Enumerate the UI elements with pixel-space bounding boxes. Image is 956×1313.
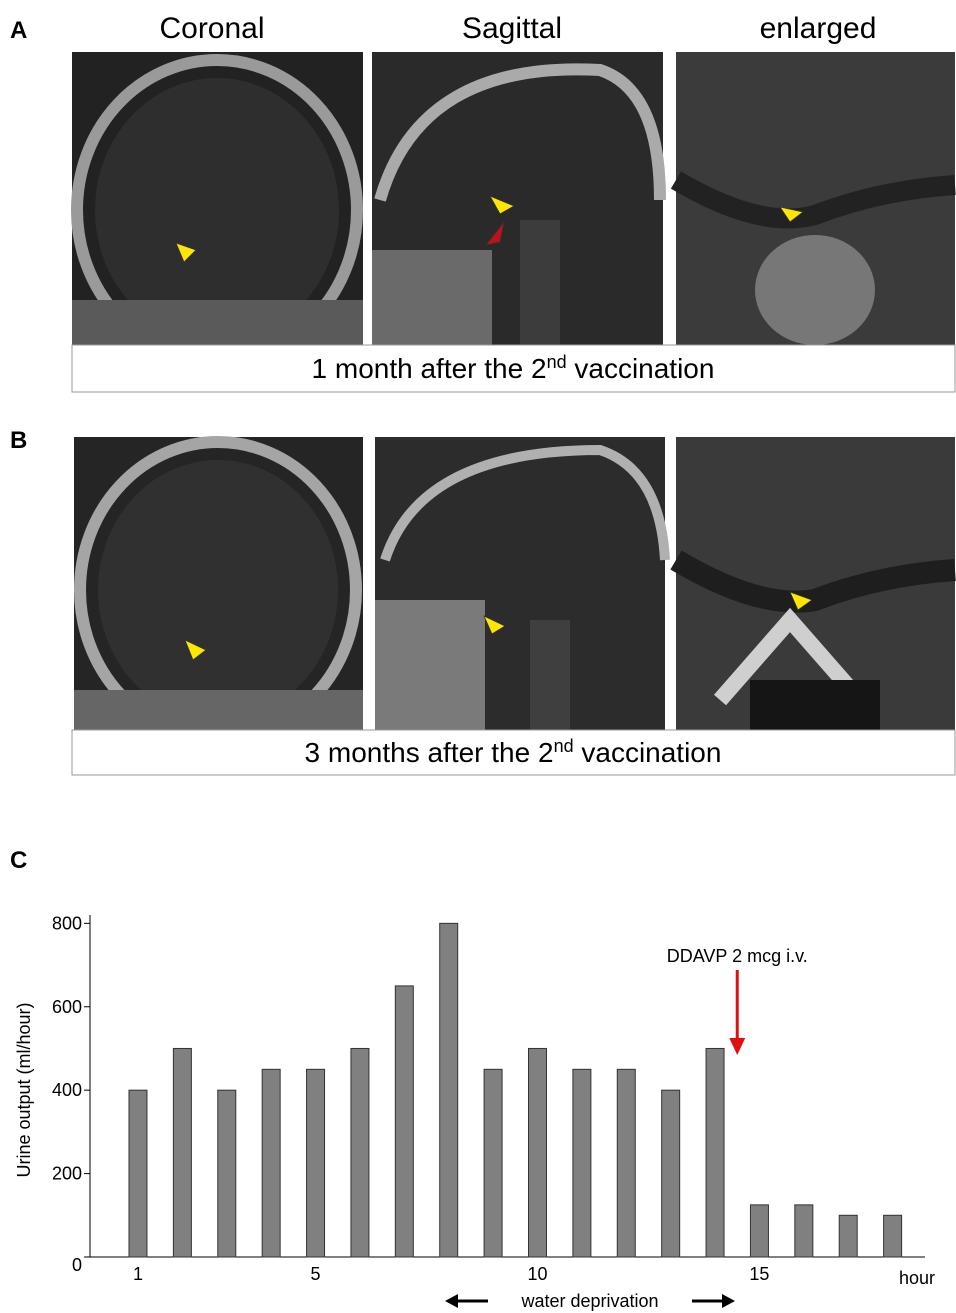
caption-text: 3 months after the 2 xyxy=(305,737,554,768)
panel-label: B xyxy=(10,427,27,454)
annotation-arrowhead xyxy=(445,1294,458,1308)
caption: 3 months after the 2nd vaccination xyxy=(305,736,722,768)
caption-text: vaccination xyxy=(567,353,715,384)
column-header: Sagittal xyxy=(462,12,562,45)
bar xyxy=(351,1048,369,1257)
bar xyxy=(884,1215,902,1257)
bar xyxy=(218,1090,236,1257)
bar xyxy=(484,1069,502,1257)
caption-text: vaccination xyxy=(574,737,722,768)
mri-image xyxy=(375,437,665,730)
caption: 1 month after the 2nd vaccination xyxy=(312,352,715,384)
y-tick-label: 600 xyxy=(52,997,82,1017)
column-header: Coronal xyxy=(159,12,264,45)
bar xyxy=(528,1048,546,1257)
caption-superscript: nd xyxy=(554,736,574,756)
x-tick-label: 10 xyxy=(527,1264,547,1284)
bar xyxy=(573,1069,591,1257)
bar xyxy=(706,1048,724,1257)
caption-superscript: nd xyxy=(547,352,567,372)
mri-image xyxy=(372,52,663,345)
x-axis-label: hour xyxy=(899,1268,935,1288)
panel-label: A xyxy=(10,17,27,44)
annotation: DDAVP 2 mcg i.v. xyxy=(667,946,808,966)
y-tick-label: 200 xyxy=(52,1164,82,1184)
y-axis-label: Urine output (ml/hour) xyxy=(14,1002,34,1177)
x-tick-label: 1 xyxy=(133,1264,143,1284)
bar xyxy=(750,1205,768,1257)
panel-label: C xyxy=(10,847,27,874)
y-tick-label: 0 xyxy=(72,1255,82,1275)
bar xyxy=(129,1090,147,1257)
mri-image xyxy=(676,52,955,345)
bar xyxy=(307,1069,325,1257)
caption-text: 1 month after the 2 xyxy=(312,353,547,384)
x-tick-label: 5 xyxy=(311,1264,321,1284)
mri-image xyxy=(72,52,363,360)
mri-image xyxy=(676,437,955,730)
bar xyxy=(617,1069,635,1257)
bar xyxy=(795,1205,813,1257)
annotation-arrowhead xyxy=(722,1294,735,1308)
x-tick-label: 15 xyxy=(749,1264,769,1284)
mri-image xyxy=(74,437,363,738)
annotation-arrowhead xyxy=(729,1038,745,1055)
annotation: water deprivation xyxy=(520,1291,658,1311)
figure: A Coronal Sagittal enlarged 1 month afte… xyxy=(0,0,956,1313)
bar xyxy=(662,1090,680,1257)
y-tick-label: 400 xyxy=(52,1080,82,1100)
bar xyxy=(839,1215,857,1257)
y-tick-label: 800 xyxy=(52,913,82,933)
bar xyxy=(395,986,413,1257)
column-header: enlarged xyxy=(760,12,877,45)
bar xyxy=(440,923,458,1257)
bar xyxy=(173,1048,191,1257)
bar xyxy=(262,1069,280,1257)
